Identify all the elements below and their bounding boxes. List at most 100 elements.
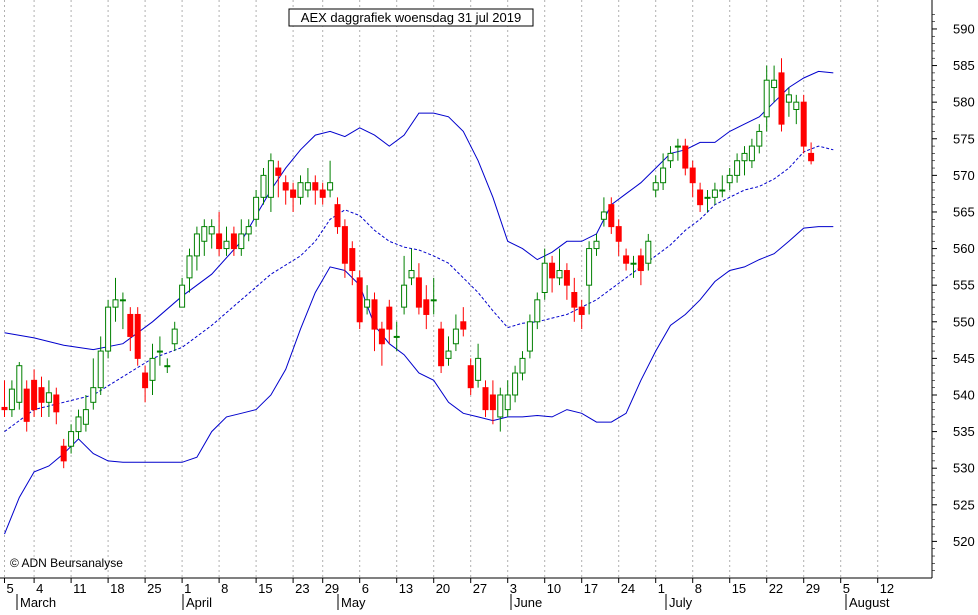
candle-body-up xyxy=(97,350,104,389)
y-tick-label: 555 xyxy=(953,278,975,293)
candle xyxy=(489,380,496,425)
y-tick-label: 545 xyxy=(953,351,975,366)
candle-body-up xyxy=(8,388,15,411)
y-tick-label: 580 xyxy=(953,95,975,110)
x-tick-label: 8 xyxy=(695,581,702,596)
candle xyxy=(800,94,807,154)
candle-body-down xyxy=(127,313,134,337)
candle xyxy=(652,175,659,198)
candle-body-up xyxy=(667,152,674,162)
candle-body-up xyxy=(445,350,452,359)
candle-body-up xyxy=(408,270,415,279)
x-tick-label: 13 xyxy=(399,581,413,596)
x-tick-label: 24 xyxy=(621,581,635,596)
candle xyxy=(23,380,30,432)
candle-body-up xyxy=(238,233,245,250)
y-tick-label: 540 xyxy=(953,387,975,402)
candle-body-up xyxy=(556,270,563,279)
candle xyxy=(208,219,215,249)
candle-body-up xyxy=(763,79,770,118)
candle-body-down xyxy=(415,277,422,308)
candle xyxy=(541,248,548,300)
candle xyxy=(149,343,156,395)
x-tick-label: 1 xyxy=(658,581,665,596)
candle xyxy=(808,142,815,165)
vertical-grid xyxy=(4,0,879,578)
candle-body-up xyxy=(519,357,526,374)
month-label: May xyxy=(341,595,366,610)
candles-group xyxy=(1,58,815,469)
x-tick-label: 23 xyxy=(295,581,309,596)
candle xyxy=(216,211,223,256)
candle-body-down xyxy=(134,313,141,359)
candle xyxy=(334,197,341,234)
candle-body-up xyxy=(201,226,208,242)
candle xyxy=(637,248,644,286)
candle xyxy=(97,336,104,395)
candle xyxy=(645,233,652,271)
candle xyxy=(519,351,526,381)
candle xyxy=(238,219,245,256)
candle-body-up xyxy=(45,392,52,403)
y-tick-label: 570 xyxy=(953,168,975,183)
x-tick-label: 29 xyxy=(806,581,820,596)
candle-body-up xyxy=(179,284,186,308)
candle-body-down xyxy=(38,387,45,403)
x-tick-label: 5 xyxy=(843,581,850,596)
candle-body-down xyxy=(571,292,578,308)
candle xyxy=(1,380,8,417)
candle-body-down xyxy=(623,255,630,264)
candle xyxy=(82,394,89,432)
y-tick-label: 520 xyxy=(953,534,975,549)
candle-body-down xyxy=(637,255,644,272)
candle-body-up xyxy=(652,182,659,191)
candle-body-up xyxy=(645,240,652,264)
candle-body-up xyxy=(748,145,755,162)
candle xyxy=(711,182,718,205)
candle xyxy=(349,241,356,286)
y-tick-label: 535 xyxy=(953,424,975,439)
candle-body-down xyxy=(31,379,38,411)
month-label: June xyxy=(514,595,542,610)
x-tick-label: 18 xyxy=(110,581,124,596)
candle xyxy=(719,175,726,198)
candle xyxy=(726,168,733,191)
candle xyxy=(497,387,504,432)
candle-body-down xyxy=(1,406,8,411)
candle-body-down xyxy=(438,328,445,367)
candle xyxy=(460,307,467,337)
title-box xyxy=(288,8,534,27)
candle xyxy=(267,153,274,212)
candle xyxy=(245,219,252,242)
candle-body-up xyxy=(164,365,171,368)
lower-band-line xyxy=(4,226,834,535)
candle xyxy=(60,438,67,469)
candle xyxy=(45,380,52,417)
candle xyxy=(179,277,186,308)
candle xyxy=(452,314,459,352)
x-tick-label: 25 xyxy=(147,581,161,596)
x-tick-label: 6 xyxy=(362,581,369,596)
candle-body-down xyxy=(312,182,319,191)
candle xyxy=(142,365,149,403)
candle-body-up xyxy=(75,416,82,433)
candle-body-down xyxy=(142,372,149,389)
candle xyxy=(364,285,371,315)
candle xyxy=(615,219,622,256)
candle xyxy=(53,387,60,425)
candle xyxy=(290,182,297,212)
candle xyxy=(763,65,770,132)
candle-body-up xyxy=(149,357,156,381)
y-tick-label: 530 xyxy=(953,461,975,476)
candle xyxy=(90,358,97,410)
candle-body-up xyxy=(734,160,741,176)
candle xyxy=(534,292,541,330)
candle xyxy=(319,182,326,205)
candle-body-down xyxy=(60,445,67,462)
candle xyxy=(415,263,422,315)
candle xyxy=(578,299,585,330)
candle xyxy=(467,358,474,395)
candle xyxy=(260,168,267,205)
